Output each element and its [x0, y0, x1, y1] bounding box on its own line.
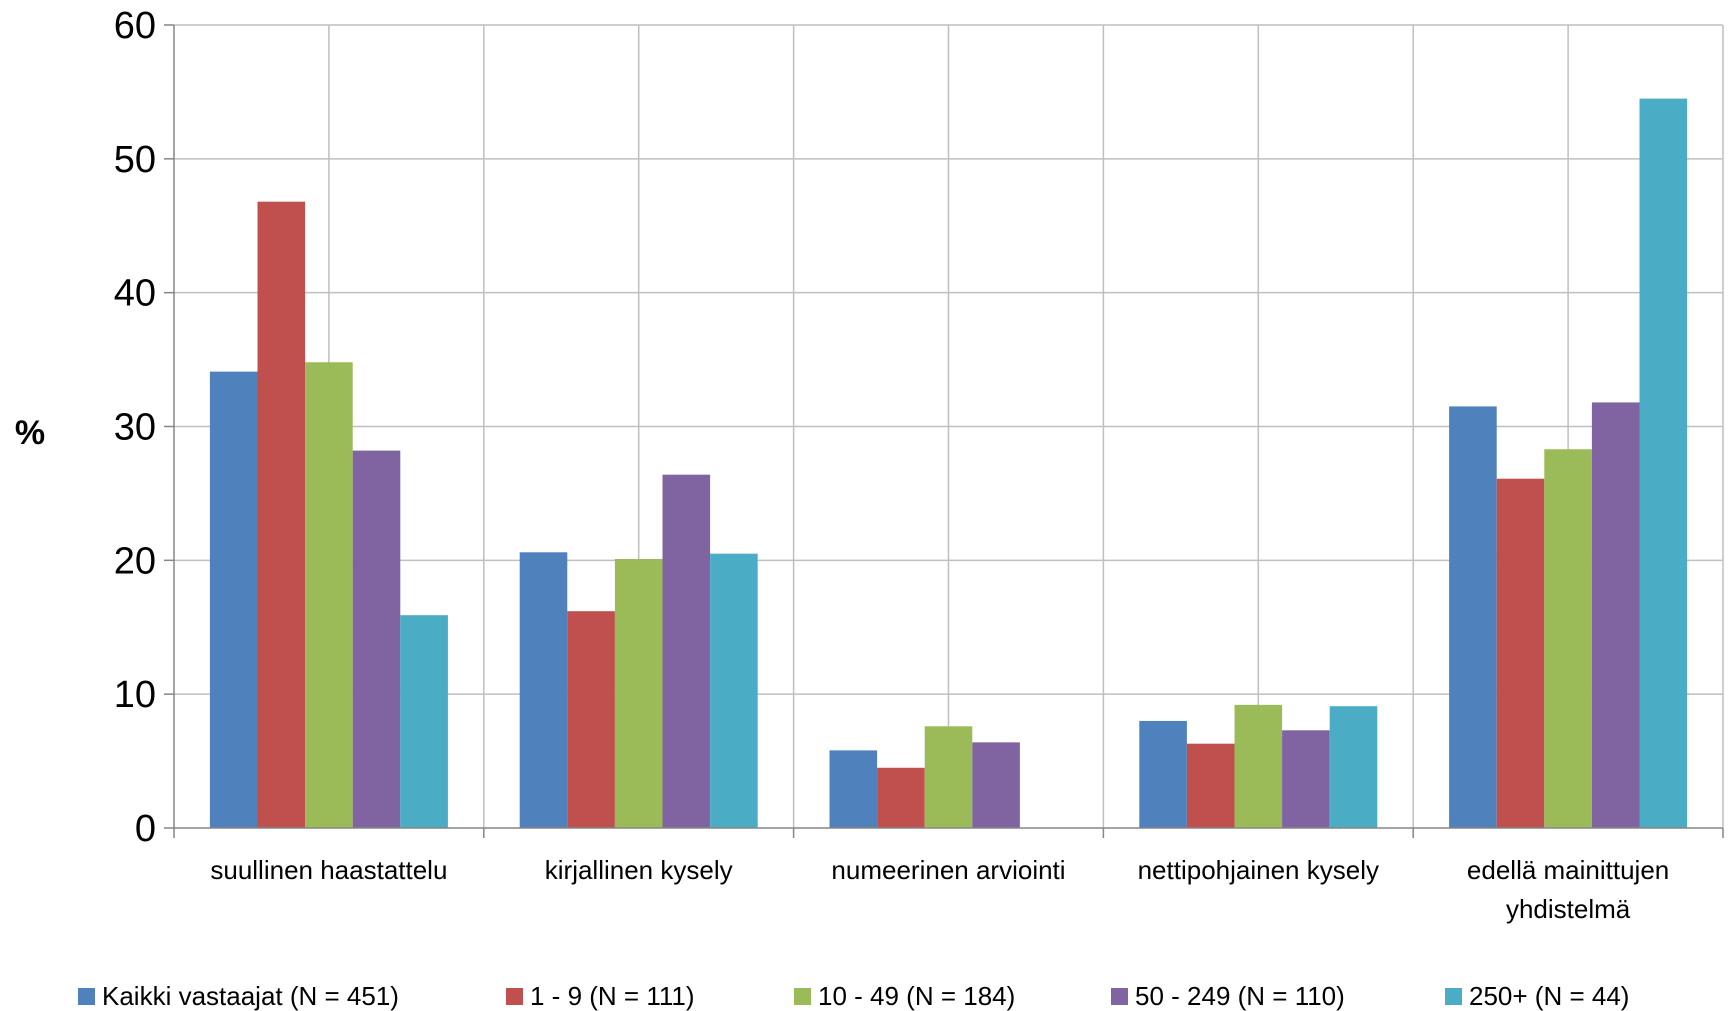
bar [1186, 743, 1235, 828]
gridlines [174, 24, 1724, 828]
bar [662, 474, 711, 828]
bar [1639, 98, 1688, 828]
legend-swatch [794, 988, 811, 1005]
legend-label: 250+ (N = 44) [1469, 981, 1629, 1011]
bar [710, 553, 758, 828]
bar [257, 201, 306, 828]
y-tick-label: 10 [114, 674, 156, 716]
bar [877, 767, 925, 828]
legend-label: 10 - 49 (N = 184) [818, 981, 1015, 1011]
bar [1449, 406, 1497, 828]
bar [305, 362, 353, 828]
x-tick-label: edellä mainittujen [1467, 855, 1669, 885]
x-tick-label: nettipohjainen kysely [1138, 855, 1379, 885]
legend-swatch [506, 988, 523, 1005]
y-tick-label: 0 [135, 808, 156, 850]
legend-swatch [1111, 988, 1128, 1005]
axes [164, 24, 1724, 838]
legend-label: Kaikki vastaajat (N = 451) [102, 981, 399, 1011]
bar [400, 615, 448, 828]
x-tick-labels: suullinen haastattelu kirjallinen kysely n… [210, 855, 1669, 924]
y-tick-label: 60 [114, 5, 156, 47]
bar [614, 558, 663, 828]
y-tick-label: 20 [114, 540, 156, 582]
bar [1234, 704, 1283, 828]
y-tick-label: 50 [114, 139, 156, 181]
bar [1329, 706, 1378, 828]
legend-swatch [1445, 988, 1462, 1005]
bar [829, 750, 878, 828]
y-axis-label: % [15, 414, 45, 452]
legend: Kaikki vastaajat (N = 451) 1 - 9 (N = 111… [78, 981, 1629, 1011]
x-tick-label: numeerinen arviointi [831, 855, 1065, 885]
bar [567, 611, 615, 828]
bar [1591, 402, 1640, 828]
x-tick-label: suullinen haastattelu [210, 855, 447, 885]
x-tick-label: kirjallinen kysely [545, 855, 733, 885]
legend-swatch [78, 988, 95, 1005]
bar [972, 742, 1020, 828]
bar [924, 726, 973, 828]
bar [1496, 478, 1545, 828]
bar [1544, 449, 1592, 828]
bar [1282, 730, 1330, 828]
bar [352, 450, 401, 828]
bar [209, 371, 258, 828]
legend-label: 50 - 249 (N = 110) [1135, 981, 1345, 1011]
y-tick-label: 40 [114, 273, 156, 315]
bar [519, 552, 568, 828]
y-tick-label: 30 [114, 407, 156, 449]
y-tick-labels: 0 10 20 30 40 50 60 [114, 5, 156, 850]
legend-label: 1 - 9 (N = 111) [530, 981, 695, 1011]
x-tick-label: yhdistelmä [1506, 894, 1631, 924]
bar [1139, 720, 1187, 828]
bars [209, 98, 1688, 828]
